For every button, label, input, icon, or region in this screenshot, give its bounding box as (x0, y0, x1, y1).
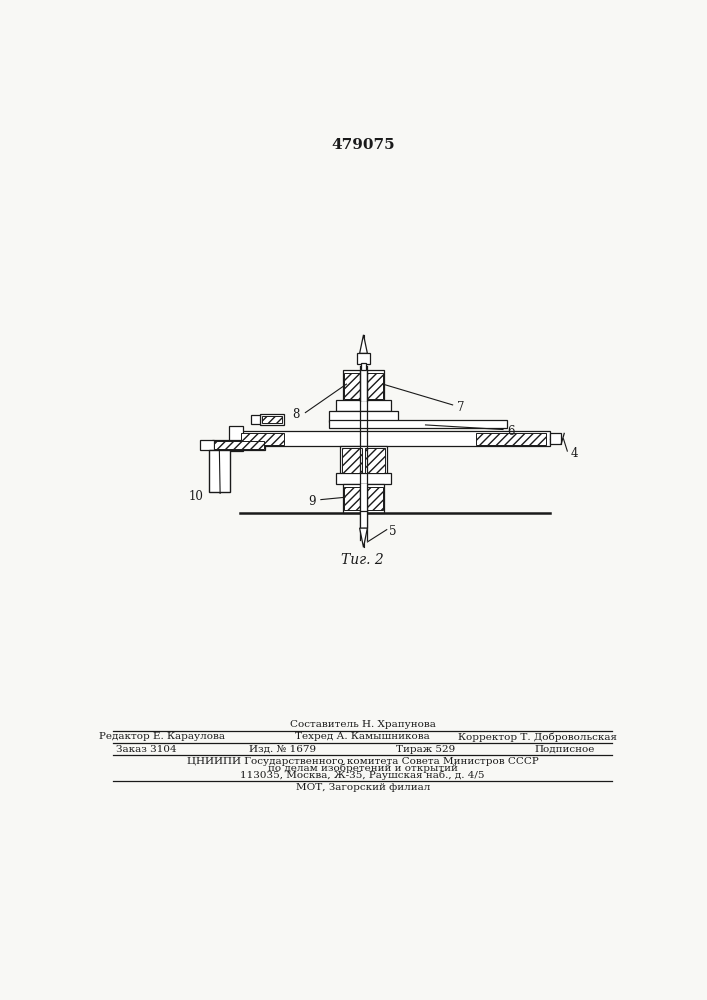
Text: 5: 5 (389, 525, 397, 538)
Text: 6: 6 (507, 425, 515, 438)
Bar (365, 373, 383, 399)
Bar (361, 484, 367, 513)
Bar (240, 431, 549, 446)
Bar (228, 426, 243, 451)
Bar (209, 450, 230, 492)
Text: 9: 9 (308, 495, 315, 508)
Text: 10: 10 (188, 490, 203, 503)
Bar (212, 440, 265, 450)
Bar (476, 433, 546, 445)
Polygon shape (360, 528, 368, 547)
Text: Составитель Н. Храпунова: Составитель Н. Храпунова (290, 720, 436, 729)
Bar (361, 511, 367, 528)
Bar (365, 448, 385, 473)
Bar (343, 484, 385, 513)
Bar (214, 441, 264, 449)
Bar (344, 487, 362, 510)
Text: Тираж 529: Тираж 529 (396, 745, 455, 754)
Bar (361, 363, 366, 370)
Text: 7: 7 (457, 401, 464, 414)
Bar (241, 433, 284, 445)
Bar (357, 353, 370, 364)
Bar (344, 373, 362, 399)
Bar (200, 440, 214, 450)
Text: Подписное: Подписное (534, 745, 595, 754)
Polygon shape (360, 335, 368, 353)
Text: Заказ 3104: Заказ 3104 (116, 745, 177, 754)
Bar (337, 473, 391, 484)
Bar (365, 487, 383, 510)
Text: ЦНИИПИ Государственного комитета Совета Министров СССР: ЦНИИПИ Государственного комитета Совета … (187, 757, 539, 766)
Text: Изд. № 1679: Изд. № 1679 (249, 745, 316, 754)
Bar (329, 411, 398, 422)
Bar (343, 370, 385, 401)
Bar (260, 414, 284, 425)
Text: 8: 8 (292, 408, 299, 421)
Bar (361, 370, 367, 401)
Bar (329, 420, 507, 428)
Text: МОТ, Загорский филиал: МОТ, Загорский филиал (296, 783, 430, 792)
Text: Корректор Т. Добровольская: Корректор Т. Добровольская (458, 732, 617, 742)
Bar (251, 415, 260, 424)
Text: Техред А. Камышникова: Техред А. Камышникова (296, 732, 430, 741)
Text: Редактор Е. Караулова: Редактор Е. Караулова (99, 732, 225, 741)
Text: по делам изобретений и открытий: по делам изобретений и открытий (268, 764, 457, 773)
Bar (341, 448, 362, 473)
Bar (262, 416, 282, 423)
Bar (337, 400, 391, 411)
Bar (340, 446, 387, 474)
Text: 113035, Москва, Ж-35, Раушская наб., д. 4/5: 113035, Москва, Ж-35, Раушская наб., д. … (240, 771, 485, 780)
Text: Τиг. 2: Τиг. 2 (341, 553, 384, 567)
Text: 479075: 479075 (331, 138, 395, 152)
Bar (549, 433, 561, 444)
Text: 4: 4 (571, 447, 578, 460)
